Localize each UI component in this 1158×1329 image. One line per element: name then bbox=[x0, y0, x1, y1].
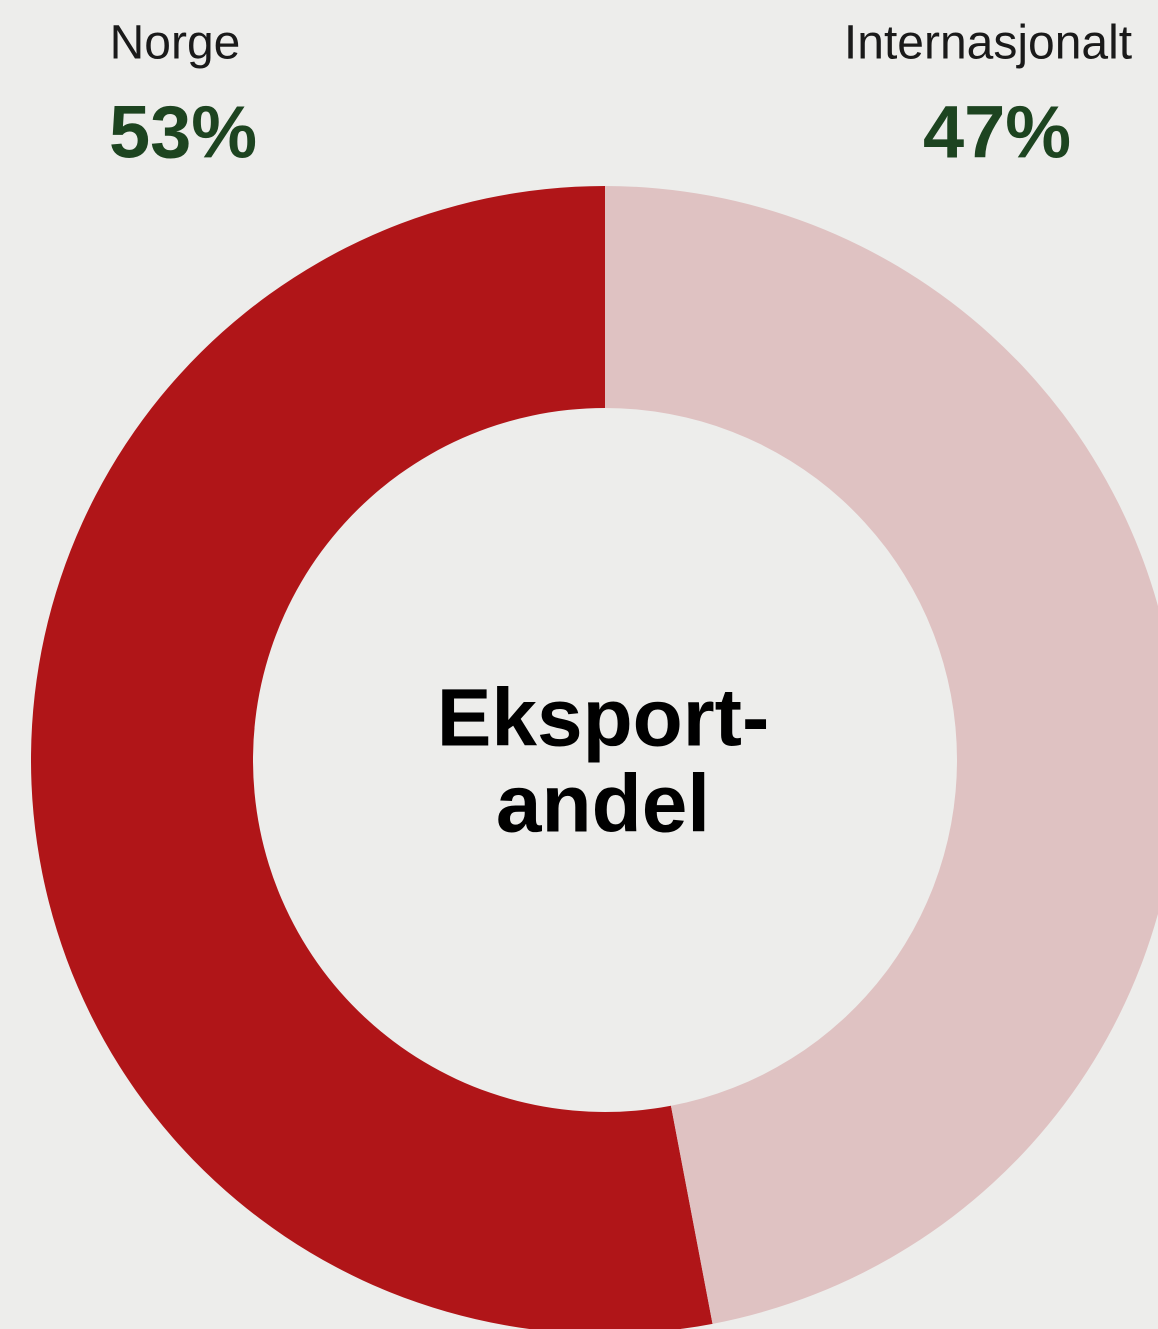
category-label: Norge bbox=[110, 17, 241, 70]
slices bbox=[31, 186, 1158, 1329]
donut-slice bbox=[31, 186, 713, 1329]
value-label: 53% bbox=[109, 91, 257, 174]
center-label: Eksport- bbox=[437, 673, 770, 764]
category-label: Internasjonalt bbox=[844, 17, 1132, 70]
value-label: 47% bbox=[923, 91, 1071, 174]
center-label: andel bbox=[496, 759, 710, 850]
donut-slice bbox=[605, 186, 1158, 1324]
